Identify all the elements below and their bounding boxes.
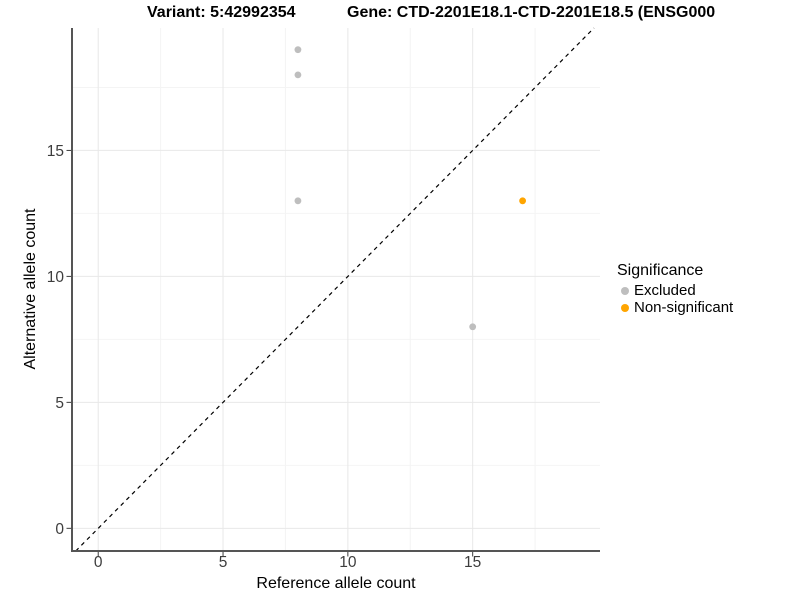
variant-title: Variant: 5:42992354 xyxy=(147,4,296,21)
data-point xyxy=(294,46,302,54)
svg-text:10: 10 xyxy=(339,554,357,571)
svg-text:15: 15 xyxy=(464,554,481,571)
legend-item-label: Excluded xyxy=(634,282,696,299)
legend: Significance Excluded Non-significant xyxy=(617,262,733,316)
svg-text:0: 0 xyxy=(55,521,64,538)
svg-text:15: 15 xyxy=(47,143,64,160)
data-point xyxy=(294,71,302,79)
legend-key-dot-non-significant xyxy=(621,304,629,312)
data-point xyxy=(519,197,527,205)
data-point xyxy=(294,197,302,205)
legend-item-label: Non-significant xyxy=(634,299,734,316)
y-axis-title: Alternative allele count xyxy=(22,208,39,370)
svg-text:5: 5 xyxy=(219,554,228,571)
legend-key-dot-excluded xyxy=(621,287,629,295)
svg-text:10: 10 xyxy=(47,269,65,286)
data-point xyxy=(469,323,477,331)
gene-title: Gene: CTD-2201E18.1-CTD-2201E18.5 (ENSG0… xyxy=(347,4,716,21)
svg-text:5: 5 xyxy=(55,395,64,412)
svg-text:0: 0 xyxy=(94,554,103,571)
legend-item-non-significant: Non-significant xyxy=(617,300,733,316)
legend-item-excluded: Excluded xyxy=(617,283,733,299)
legend-title: Significance xyxy=(617,262,704,279)
x-axis-title: Reference allele count xyxy=(256,575,416,592)
